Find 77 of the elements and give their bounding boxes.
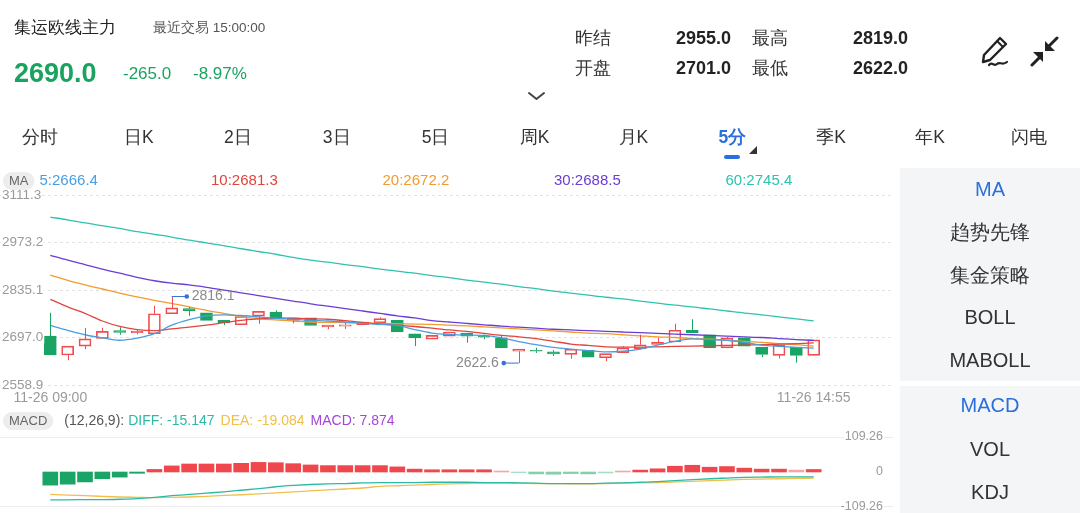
annotation: 2622.6 [455,353,499,370]
bar [805,469,822,473]
text: 集金策略 [950,262,1030,287]
text: 20:2672.2 [382,171,450,189]
text: 最近交易 15:00:00 [153,20,266,36]
text: 5:2666.4 [39,171,98,189]
text: 季K [816,126,847,148]
text: DIFF: -15.147 [128,411,215,428]
bar [424,469,440,473]
text: 2622.0 [853,57,909,79]
text: 60:2745.4 [725,171,793,189]
text: KDJ [971,480,1009,504]
text: 5分 [718,126,747,148]
text: VOL [969,436,1011,461]
text: 30:2688.5 [554,171,621,189]
annotation: 2816.1 [191,287,235,304]
text: 集运欧线主力 [14,18,116,38]
text: 年K [915,126,945,148]
line-series [49,254,815,342]
candlestick [113,326,127,336]
text: 最低 [752,57,788,79]
line-series [49,298,815,348]
text: 闪电 [1011,126,1047,148]
bar [94,471,111,480]
text: 2701.0 [676,57,732,79]
text: 2日 [223,126,252,148]
text: 2819.0 [853,27,909,49]
text: 开盘 [575,57,611,79]
line-series [49,216,815,322]
text: 月K [618,126,649,148]
y-tick-label: 2697.0 [2,329,44,345]
text: BOLL [964,305,1016,330]
text: MABOLL [949,348,1031,372]
text: -8.97% [193,64,247,84]
candlestick [321,324,335,330]
y-tick-label: 109.26 [844,429,884,444]
bar [250,462,267,473]
legend-title: MACD [9,412,48,428]
x-tick-label: 11-26 14:55 [776,388,851,405]
candlestick [182,306,196,317]
bar [545,471,562,475]
bar [59,471,76,485]
text: 5日 [421,126,450,148]
text: 周K [519,126,550,148]
candlestick [755,346,768,358]
y-tick-label: 3111.3 [2,186,42,202]
y-tick-label: 0 [876,464,884,479]
y-tick-label: 2558.9 [2,376,44,392]
bar [354,465,371,473]
text: 趋势先锋 [950,219,1030,244]
bar [649,468,666,473]
bar [146,469,163,473]
text: MA [975,177,1005,201]
bar [441,469,458,473]
text: 分时 [22,126,58,148]
text: MACD: 7.874 [310,411,395,428]
text: MACD [960,393,1020,417]
candlestick [477,335,491,340]
text: 最高 [752,27,788,49]
candlestick [529,347,543,354]
text: DEA: -19.084 [220,411,305,428]
y-tick-label: 2973.2 [2,234,44,250]
bar [77,471,93,483]
y-tick-label: -109.26 [840,499,884,513]
chart-subtitle: (12,26,9): [64,411,125,428]
candlestick [408,333,421,347]
y-tick-label: 2835.1 [2,281,44,297]
text: 10:2681.3 [211,171,278,189]
candlestick [685,318,699,334]
legend-title: MA [9,172,29,188]
bar [42,471,59,486]
text: 日K [124,126,154,148]
text: -265.0 [123,64,172,84]
text: 2955.0 [676,27,732,49]
text: 2690.0 [14,57,97,89]
text: 3日 [322,126,351,148]
text: 昨结 [575,27,611,49]
